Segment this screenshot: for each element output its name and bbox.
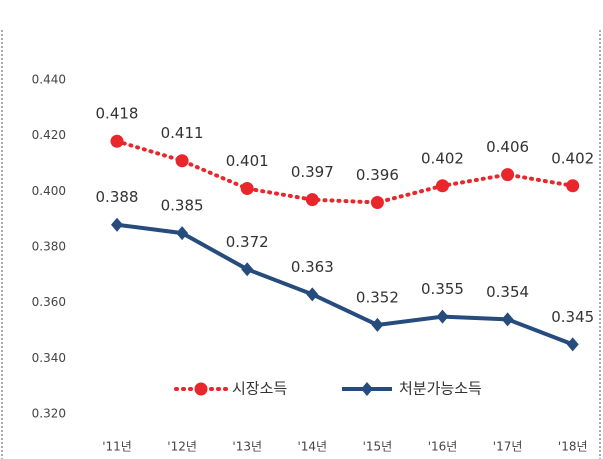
data-label: 0.402: [551, 149, 594, 167]
data-label: 0.385: [161, 197, 204, 215]
y-tick-label: 0.320: [32, 407, 66, 421]
point: [176, 226, 189, 241]
point: [370, 195, 384, 209]
point: [306, 287, 319, 302]
data-label: 0.352: [356, 288, 399, 306]
series-line: [116, 222, 574, 347]
point: [436, 309, 449, 324]
data-label: 0.397: [291, 163, 334, 181]
point: [436, 179, 449, 193]
legend-label: 시장소득: [232, 380, 287, 398]
data-label: 0.363: [291, 258, 334, 276]
y-tick-label: 0.340: [32, 351, 66, 365]
series-line: [115, 139, 575, 205]
point: [111, 217, 123, 232]
legend-marker: [361, 382, 373, 396]
y-tick-label: 0.440: [32, 73, 66, 87]
x-tick-label: '12년: [167, 440, 197, 454]
point: [501, 312, 514, 327]
data-label: 0.354: [486, 283, 529, 301]
data-label: 0.345: [551, 308, 594, 326]
x-tick-label: '17년: [493, 440, 523, 454]
y-tick-label: 0.420: [32, 128, 66, 142]
data-label: 0.411: [161, 124, 204, 142]
point: [566, 337, 579, 352]
x-tick-label: '11년: [102, 440, 132, 454]
y-tick-label: 0.400: [32, 184, 66, 198]
point: [240, 182, 254, 196]
data-label: 0.372: [226, 233, 269, 251]
point: [371, 317, 384, 332]
data-label: 0.388: [96, 188, 139, 206]
point: [566, 179, 580, 193]
data-label: 0.355: [421, 280, 464, 298]
x-tick-label: '15년: [363, 440, 393, 454]
point: [175, 154, 189, 168]
point: [501, 168, 515, 182]
x-tick-label: '14년: [297, 440, 327, 454]
legend-label: 처분가능소득: [399, 380, 482, 398]
x-tick-label: '18년: [558, 440, 588, 454]
data-label: 0.396: [356, 166, 399, 184]
point: [110, 134, 124, 148]
y-tick-label: 0.360: [32, 295, 66, 309]
data-label: 0.402: [421, 149, 464, 167]
x-tick-label: '13년: [232, 440, 262, 454]
legend-marker: [194, 382, 208, 396]
data-label: 0.418: [96, 105, 139, 123]
point: [305, 193, 319, 207]
data-label: 0.406: [486, 138, 529, 156]
point: [241, 262, 254, 277]
y-tick-label: 0.380: [32, 240, 66, 254]
data-label: 0.401: [226, 152, 269, 170]
x-tick-label: '16년: [428, 440, 458, 454]
